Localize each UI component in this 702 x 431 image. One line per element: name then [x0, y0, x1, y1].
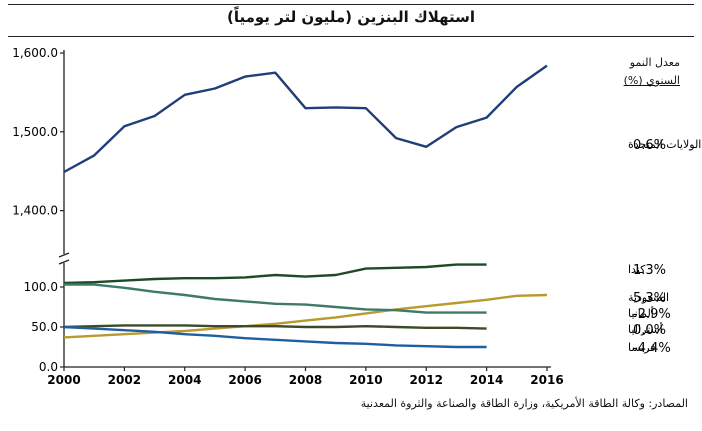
country-label-france: فرنسا: [628, 341, 656, 354]
x-tick-label: 2002: [108, 373, 141, 387]
axis-break-mark: [58, 252, 70, 265]
top-rule: [8, 4, 694, 5]
country-label-canada: كندا: [628, 263, 646, 276]
growth-label-saudi: 5.3%: [633, 291, 666, 306]
title-rule: [8, 36, 694, 37]
y-tick-label: 100.0: [24, 280, 58, 294]
growth-label-us: 0.6%: [633, 138, 666, 153]
x-tick-label: 2000: [47, 373, 80, 387]
series-line-australia: [63, 324, 487, 330]
chart-title: استهلاك البنزين (مليون لتر يومياً): [226, 8, 476, 26]
y-tick-label: 0.0: [39, 360, 58, 374]
series-line-germany: [64, 283, 487, 314]
x-tick-label: 2008: [289, 373, 322, 387]
source-note: المصادر: وكالة الطاقة الأمريكية، وزارة ا…: [360, 397, 688, 410]
x-tick-label: 2014: [470, 373, 503, 387]
series-line-france: [63, 325, 487, 349]
y-tick-label: 50.0: [31, 320, 58, 334]
country-label-germany: ألمانيا: [628, 306, 654, 320]
country-label-us: الولايات المتحدة: [628, 138, 701, 151]
x-tick-label: 2006: [228, 373, 261, 387]
x-tick-label: 2012: [410, 373, 443, 387]
growth-label-germany: -2.9%: [633, 307, 671, 322]
growth-header-line1: معدل النمو: [629, 56, 680, 69]
growth-label-australia: 0.0%: [633, 323, 666, 338]
growth-header-line2: السنوي (%): [623, 74, 680, 87]
y-tick-label: 1,600.0: [12, 46, 58, 60]
series-line-canada: [63, 263, 487, 285]
x-tick-label: 2016: [530, 373, 563, 387]
y-tick-label: 1,400.0: [12, 204, 58, 218]
country-label-australia: أستراليا: [628, 322, 663, 336]
growth-label-canada: 1.3%: [633, 263, 666, 278]
y-tick-label: 1,500.0: [12, 125, 58, 139]
country-label-saudi: السعودية: [628, 291, 669, 304]
x-tick-label: 2004: [168, 373, 201, 387]
series-line-us: [63, 64, 548, 174]
series-line-saudi: [63, 293, 548, 339]
x-tick-label: 2010: [349, 373, 382, 387]
growth-label-france: -4.4%: [633, 341, 671, 356]
